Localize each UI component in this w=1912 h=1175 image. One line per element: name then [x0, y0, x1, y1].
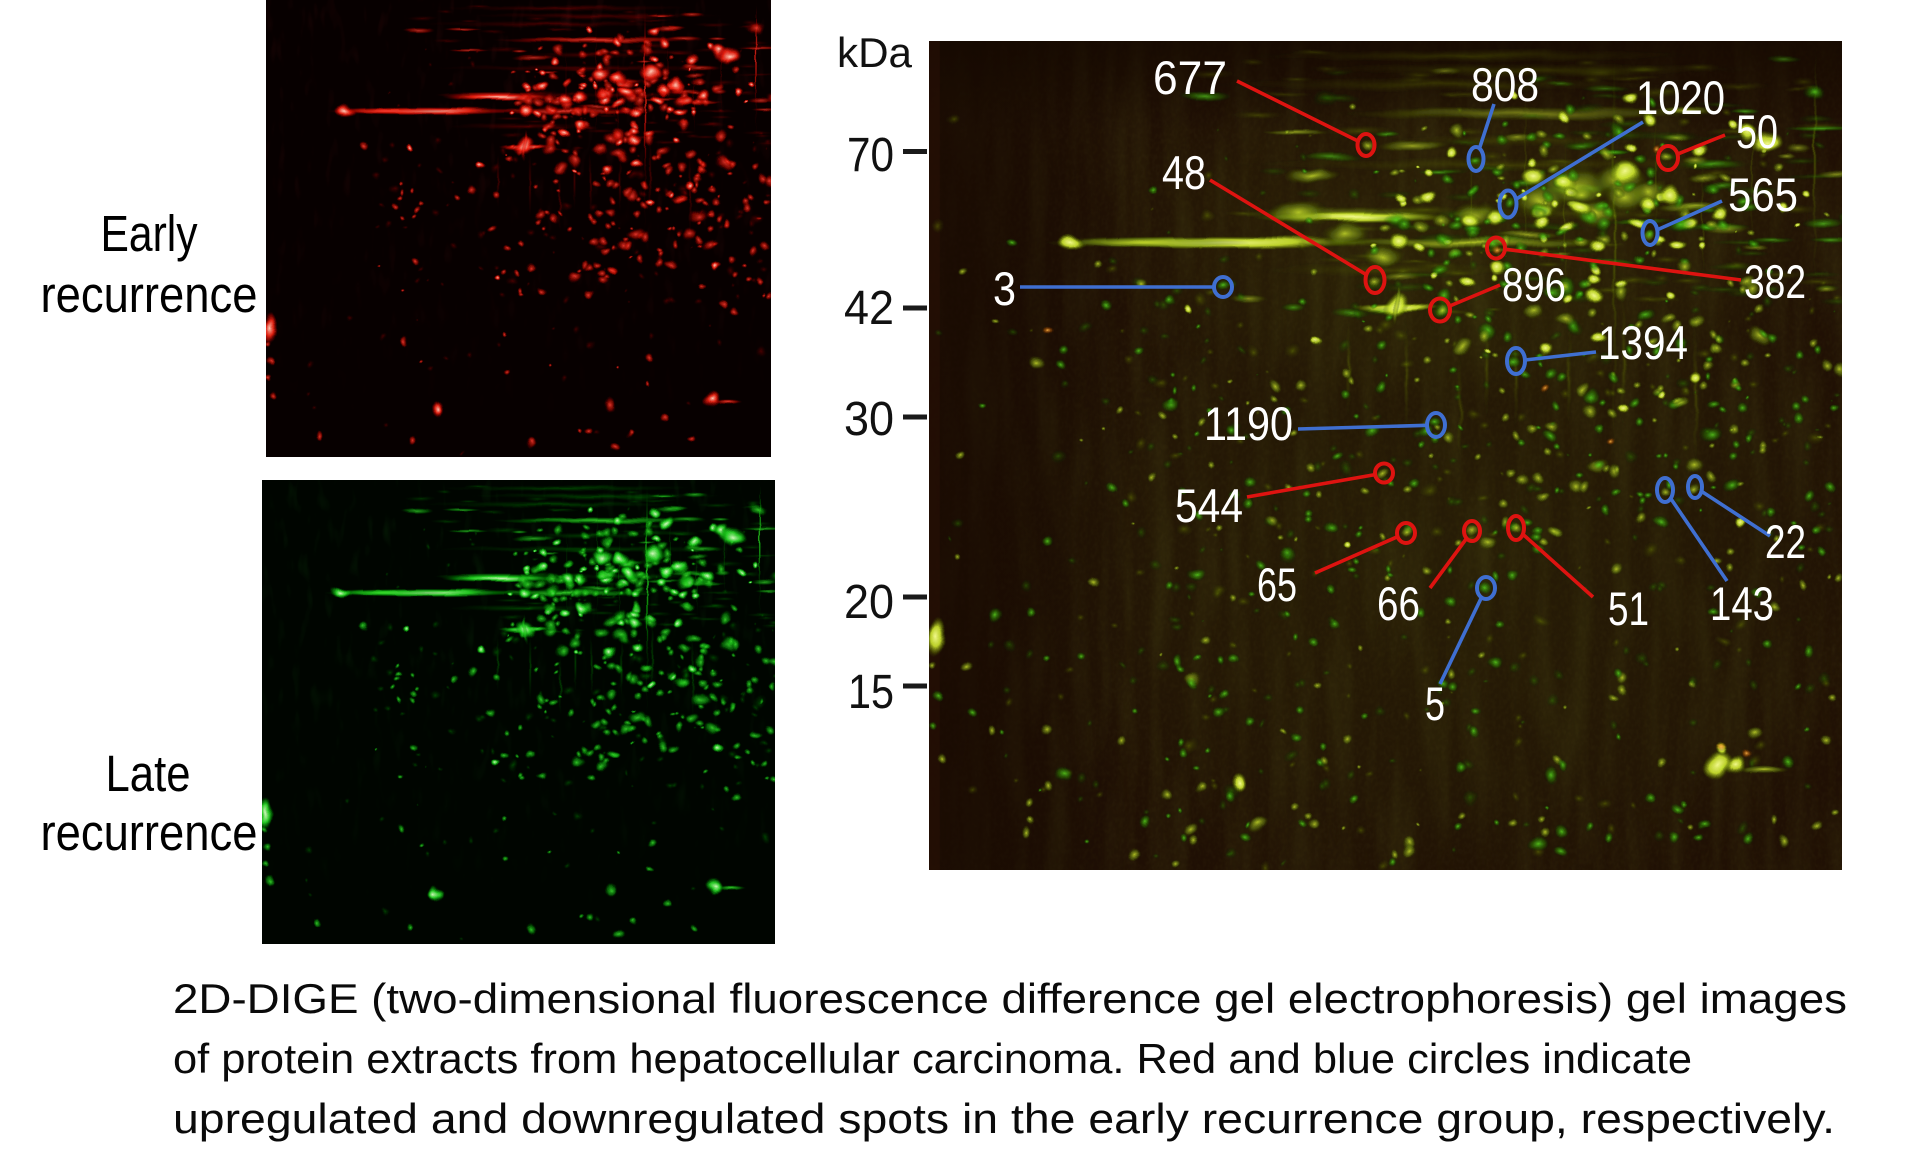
- svg-text:896: 896: [1502, 258, 1566, 311]
- svg-text:Late: Late: [106, 745, 191, 802]
- svg-text:5: 5: [1425, 677, 1445, 730]
- svg-text:of protein extracts from hepat: of protein extracts from hepatocellular …: [173, 1035, 1692, 1082]
- svg-text:3: 3: [993, 262, 1016, 315]
- svg-text:143: 143: [1710, 577, 1774, 630]
- svg-text:70: 70: [847, 129, 894, 182]
- svg-text:48: 48: [1162, 146, 1206, 199]
- svg-text:upregulated and downregulated: upregulated and downregulated spots in t…: [173, 1095, 1835, 1142]
- svg-text:51: 51: [1608, 582, 1649, 635]
- svg-text:565: 565: [1728, 168, 1798, 221]
- svg-text:66: 66: [1377, 577, 1420, 630]
- svg-text:50: 50: [1736, 105, 1778, 158]
- svg-text:808: 808: [1471, 58, 1539, 111]
- svg-text:1190: 1190: [1204, 397, 1293, 450]
- svg-text:2D-DIGE (two-dimensional fluor: 2D-DIGE (two-dimensional fluorescence di…: [173, 975, 1847, 1022]
- svg-text:Early: Early: [101, 205, 198, 262]
- svg-text:recurrence: recurrence: [41, 266, 258, 323]
- svg-text:22: 22: [1765, 515, 1806, 568]
- svg-text:30: 30: [844, 393, 894, 446]
- svg-text:65: 65: [1257, 558, 1297, 611]
- svg-text:20: 20: [844, 576, 894, 629]
- svg-text:382: 382: [1744, 255, 1806, 308]
- svg-text:1394: 1394: [1598, 316, 1688, 369]
- svg-text:15: 15: [848, 666, 894, 719]
- svg-text:kDa: kDa: [837, 29, 913, 76]
- svg-text:1020: 1020: [1636, 71, 1725, 124]
- svg-text:42: 42: [844, 282, 894, 335]
- svg-text:recurrence: recurrence: [41, 804, 258, 861]
- svg-text:677: 677: [1153, 51, 1227, 104]
- svg-text:544: 544: [1175, 479, 1243, 532]
